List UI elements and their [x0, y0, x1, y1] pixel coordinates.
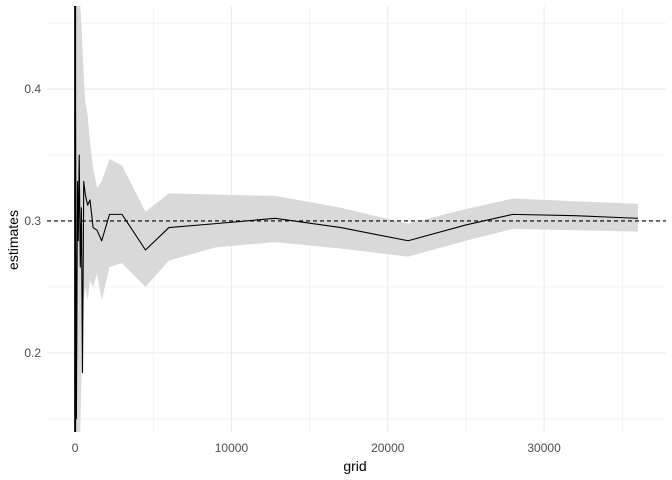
y-tick-label: 0.3 — [24, 214, 41, 228]
x-tick-label: 20000 — [371, 441, 405, 455]
x-tick-label: 0 — [72, 441, 79, 455]
confidence-band-layer — [75, 6, 638, 432]
y-tick-label: 0.2 — [24, 346, 41, 360]
x-axis-title: grid — [343, 458, 366, 474]
y-tick-label: 0.4 — [24, 82, 41, 96]
y-axis-title: estimates — [5, 210, 21, 270]
estimate-line-layer — [74, 5, 638, 432]
confidence-band — [75, 6, 638, 432]
x-tick-label: 10000 — [215, 441, 249, 455]
estimate-line — [74, 5, 638, 420]
x-tick-labels: 0 10000 20000 30000 — [72, 441, 561, 455]
y-tick-labels: 0.2 0.3 0.4 — [24, 82, 41, 360]
x-tick-label: 30000 — [527, 441, 561, 455]
